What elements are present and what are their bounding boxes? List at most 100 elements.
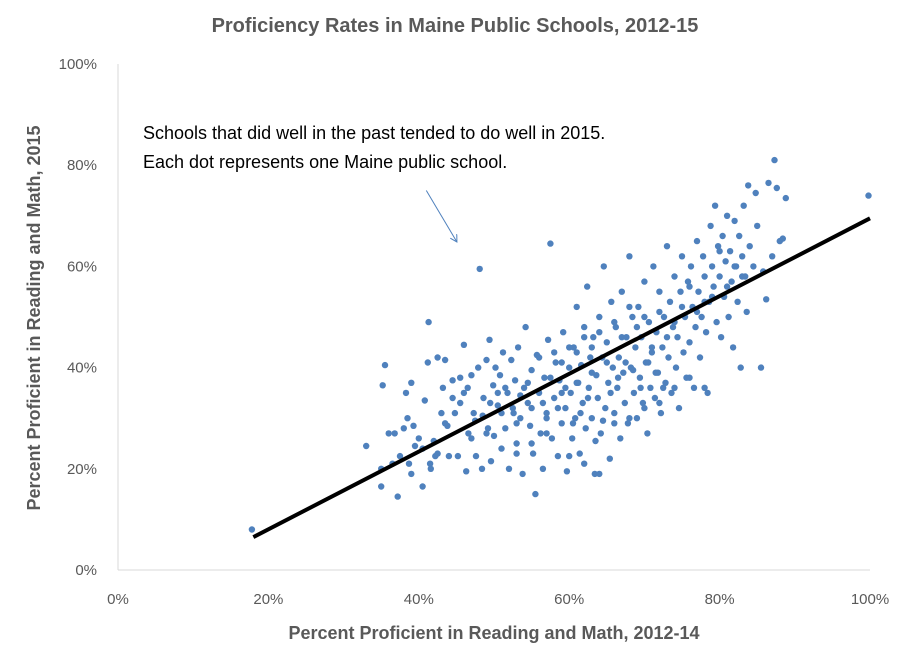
data-point	[570, 344, 577, 351]
data-point	[626, 303, 633, 311]
data-point	[551, 349, 558, 356]
data-point	[624, 420, 632, 427]
data-point	[723, 283, 731, 290]
data-point	[711, 202, 719, 209]
data-point	[528, 366, 535, 374]
data-point	[714, 243, 722, 250]
data-point	[486, 336, 493, 343]
data-point	[576, 450, 583, 457]
data-point	[660, 384, 667, 391]
data-point	[693, 237, 701, 245]
data-point	[541, 374, 548, 381]
data-point	[573, 349, 580, 356]
data-point	[596, 329, 603, 336]
data-point	[734, 298, 741, 305]
data-point	[581, 323, 588, 331]
data-point	[713, 318, 720, 326]
data-point	[674, 334, 681, 341]
data-point	[535, 354, 543, 361]
plot-area: 0% 20% 40% 60% 80% 100% 0% 20% 40% 60% 80% 100%	[59, 56, 890, 608]
data-point	[723, 212, 731, 219]
data-point	[567, 389, 574, 397]
data-point	[476, 265, 483, 273]
data-point	[394, 493, 401, 500]
data-point	[569, 420, 577, 427]
data-point	[445, 452, 453, 460]
data-point	[588, 415, 595, 422]
data-point	[680, 349, 687, 356]
data-point	[708, 263, 716, 270]
data-point	[478, 465, 486, 472]
data-point	[511, 377, 519, 384]
data-point	[483, 356, 490, 364]
data-point	[547, 374, 554, 381]
data-point	[743, 308, 750, 316]
data-point	[463, 468, 470, 475]
data-point	[757, 364, 765, 371]
data-point	[702, 329, 710, 336]
data-point	[621, 399, 628, 407]
data-point	[663, 243, 671, 250]
data-point	[539, 465, 547, 472]
data-point	[581, 334, 588, 341]
data-point	[524, 399, 531, 407]
data-point	[582, 425, 589, 432]
data-point	[686, 374, 693, 381]
data-point	[454, 452, 462, 460]
data-point	[513, 420, 520, 427]
data-point	[614, 384, 621, 391]
data-point	[441, 356, 449, 364]
data-point	[731, 217, 738, 225]
data-point	[492, 364, 499, 371]
data-point	[622, 359, 629, 366]
data-point	[656, 308, 663, 316]
data-point	[410, 422, 417, 429]
data-point	[641, 313, 648, 321]
data-point	[457, 374, 464, 381]
data-point	[396, 452, 404, 460]
data-point	[641, 278, 648, 285]
data-point	[572, 415, 579, 422]
data-point	[652, 369, 659, 376]
data-point	[629, 313, 636, 321]
data-point	[645, 318, 653, 326]
data-point	[391, 430, 398, 437]
data-point	[579, 399, 586, 407]
data-point	[612, 323, 619, 331]
data-point	[483, 430, 490, 437]
data-point	[543, 409, 550, 417]
data-point	[562, 384, 569, 391]
data-point	[636, 374, 644, 381]
data-point	[581, 460, 588, 467]
y-tick-label: 0%	[75, 562, 97, 579]
x-tick-label: 0%	[107, 591, 129, 608]
data-point	[566, 344, 573, 351]
data-point	[745, 182, 752, 189]
data-point	[592, 437, 599, 445]
data-point	[626, 253, 633, 260]
data-point	[600, 263, 607, 270]
data-point	[739, 253, 746, 260]
data-point	[605, 379, 612, 386]
data-point	[480, 394, 487, 402]
data-point	[729, 344, 737, 351]
data-point	[528, 404, 535, 412]
data-point	[520, 384, 528, 391]
data-point	[630, 389, 638, 397]
data-point	[665, 354, 672, 361]
data-point	[502, 384, 509, 391]
data-point	[656, 288, 663, 295]
data-point	[599, 417, 607, 424]
data-point	[603, 359, 610, 366]
data-point	[460, 341, 468, 348]
data-point	[629, 366, 637, 374]
data-point	[547, 240, 554, 247]
data-point	[607, 389, 614, 397]
data-point	[470, 409, 477, 417]
data-point	[513, 450, 520, 457]
data-point	[596, 470, 603, 478]
data-point	[543, 415, 550, 422]
data-point	[551, 394, 558, 402]
data-points	[248, 156, 872, 533]
data-point	[464, 384, 471, 391]
